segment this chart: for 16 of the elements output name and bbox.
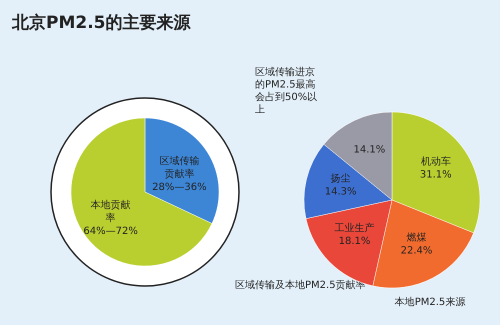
- slice-label: 本地贡献率: [90, 198, 131, 224]
- slice-label: 机动车: [420, 155, 451, 168]
- slice-label: 扬尘: [330, 172, 351, 185]
- data-label: 14.1%: [353, 144, 386, 156]
- data-label: 18.1%: [338, 236, 370, 248]
- slice-label: 区域传输贡献率: [159, 155, 200, 180]
- data-label: 22.4%: [400, 246, 432, 257]
- data-label: 14.3%: [324, 186, 357, 198]
- chart-title: 北京PM2.5的主要来源: [11, 13, 192, 33]
- slice-label: 工业生产: [334, 222, 375, 234]
- text: 本地PM2.5来源: [394, 296, 466, 308]
- text: 28%—36%: [152, 182, 207, 194]
- slice-label: 燃煤: [406, 232, 427, 244]
- data-label: 31.1%: [420, 169, 452, 180]
- text: 区域传输进京的PM2.5最高会占到50%以上: [255, 66, 318, 116]
- text: 64%—72%: [83, 226, 138, 237]
